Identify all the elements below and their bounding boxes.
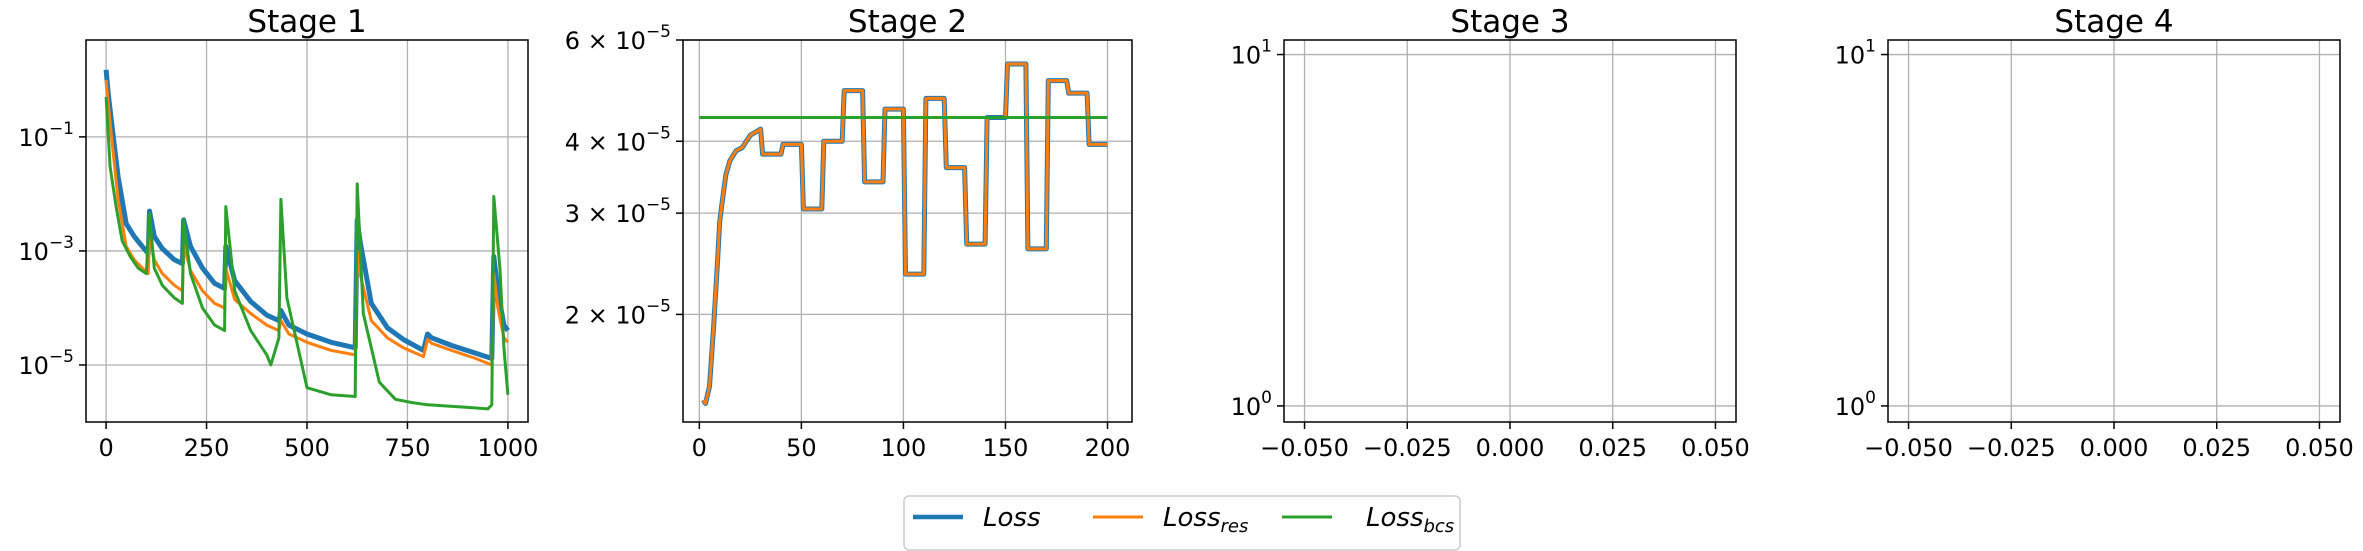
x-tick-label: 0.025 — [1578, 434, 1647, 462]
panel-1: 0 250 500 750 1000 10−1 10−3 10−5 Stage 1 — [18, 4, 538, 462]
x-tick-label: 0 — [98, 434, 113, 462]
x-tick-label: 750 — [385, 434, 431, 462]
x-tick-label: −0.025 — [1967, 434, 2056, 462]
panel-4: −0.050 −0.025 0.000 0.025 0.050 101 100 Stage 4 — [1835, 4, 2354, 462]
x-tick-label: 0.000 — [1476, 434, 1545, 462]
x-tick-label: −0.025 — [1363, 434, 1452, 462]
x-tick-label: 250 — [184, 434, 230, 462]
y-tick-label: 101 — [1835, 37, 1876, 70]
y-tick-label: 10−5 — [18, 347, 74, 380]
legend-label-loss-bcs: Lossbcs — [1366, 503, 1454, 537]
x-tick-label: 100 — [881, 434, 927, 462]
y-tick-label: 4 × 10−5 — [565, 123, 671, 156]
y-tick-label: 10−3 — [18, 233, 74, 266]
y-tick-label: 3 × 10−5 — [565, 195, 671, 228]
panel-title: Stage 3 — [1450, 4, 1569, 40]
y-tick-label: 2 × 10−5 — [565, 296, 671, 329]
x-tick-label: 50 — [786, 434, 817, 462]
legend-label-loss-res: Lossres — [1163, 503, 1248, 537]
y-tick-label: 10−1 — [18, 119, 74, 152]
x-tick-label: 0.000 — [2080, 434, 2149, 462]
panel-title: Stage 1 — [247, 4, 366, 40]
x-tick-label: 1000 — [477, 434, 538, 462]
legend-frame — [903, 495, 1461, 551]
y-tick-label: 100 — [1835, 388, 1876, 421]
series-line-loss-res — [702, 62, 1108, 405]
x-tick-label: 0.050 — [2285, 434, 2354, 462]
x-tick-label: 150 — [983, 434, 1029, 462]
axes-frame — [682, 39, 1133, 423]
x-tick-label: −0.050 — [1864, 434, 1953, 462]
panel-title: Stage 2 — [848, 4, 967, 40]
series-line-loss-res — [104, 79, 510, 367]
y-tick-label: 100 — [1231, 388, 1272, 421]
y-tick-label: 101 — [1231, 37, 1272, 70]
legend: Loss Lossres Lossbcs — [903, 495, 1461, 551]
x-tick-label: 200 — [1085, 434, 1131, 462]
panel-3: −0.050 −0.025 0.000 0.025 0.050 101 100 Stage 3 — [1231, 4, 1750, 462]
x-tick-label: 0 — [692, 434, 707, 462]
panel-title: Stage 4 — [2054, 4, 2173, 40]
x-tick-label: −0.050 — [1260, 434, 1349, 462]
x-tick-label: 0.025 — [2182, 434, 2251, 462]
x-tick-label: 0.050 — [1681, 434, 1750, 462]
x-tick-label: 500 — [284, 434, 330, 462]
series-line-loss-bcs — [104, 96, 510, 411]
panel-2: 0 50 100 150 200 6 × 10−5 4 × 10−5 3 × 10−5 2 × … — [565, 4, 1133, 462]
legend-label-loss: Loss — [983, 503, 1040, 533]
y-tick-label: 6 × 10−5 — [565, 22, 671, 55]
